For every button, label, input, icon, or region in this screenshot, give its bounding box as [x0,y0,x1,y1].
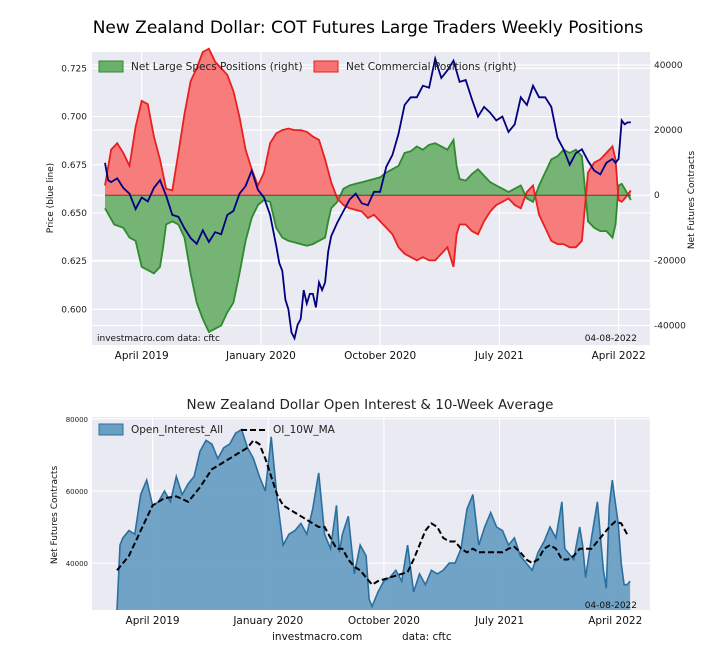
footer-source: data: cftc [402,631,452,643]
legend-swatch-commercial [313,60,339,73]
chart1-title: New Zealand Dollar: COT Futures Large Tr… [93,18,644,38]
chart1-marks [104,47,632,341]
chart1-ytick-label: 0.675 [61,161,87,171]
chart1-ytick-right-label: 40000 [654,61,683,71]
chart2-marks [116,428,631,611]
chart1-ytick-label: 0.725 [61,64,87,74]
legend-swatch-specs [98,60,124,73]
chart2-x-axis: April 2019 January 2020 October 2020 July 2… [126,615,643,627]
chart2-ytick-label: 60000 [66,488,88,496]
legend-label-specs: Net Large Specs Positions (right) [131,61,303,73]
chart1-left-axis: 0.600 0.625 0.650 0.675 0.700 0.725 [61,64,87,315]
chart1-xtick-label: April 2019 [115,350,169,362]
chart1-ytick-label: 0.600 [61,305,87,315]
footer-site: investmacro.com [272,631,362,643]
chart2-xtick-label: January 2020 [232,615,303,627]
chart2-ytick-label: 80000 [66,416,88,424]
specs-line [104,137,632,334]
chart2-xtick-label: April 2022 [588,615,642,627]
commercial-area [105,48,631,267]
chart2-ylabel: Net Futures Contracts [50,466,60,565]
legend-label-oi: Open_Interest_All [131,424,223,436]
legend-label-commercial: Net Commercial Positions (right) [346,61,516,73]
chart2-ytick-label: 40000 [66,560,88,568]
oi-10w-ma-line [116,439,628,587]
chart1-ytick-right-label: 20000 [654,126,683,136]
chart1-ylabel-left: Price (blue line) [46,163,56,233]
chart1-xtick-label: July 2021 [474,350,524,362]
chart1-right-axis: -40000 -20000 0 20000 40000 [654,61,686,331]
chart2-legend: Open_Interest_All OI_10W_MA [98,423,336,436]
chart2-xtick-label: October 2020 [348,615,420,627]
legend-swatch-oi [98,423,124,436]
chart1-ytick-label: 0.625 [61,257,87,267]
open-interest-line [116,428,631,611]
chart1-ytick-right-label: -20000 [654,256,686,266]
legend-label-ma: OI_10W_MA [273,424,336,436]
chart1-legend: Net Large Specs Positions (right) Net Co… [98,60,516,73]
chart1-xtick-label: April 2022 [592,350,646,362]
commercial-line [104,47,632,268]
chart1-ytick-label: 0.700 [61,113,87,123]
chart2-date-stamp: 04-08-2022 [585,601,637,611]
chart1-ylabel-right: Net Futures Contracts [687,151,697,250]
chart2-y-axis: 40000 60000 80000 [66,416,88,568]
chart1-date-stamp: 04-08-2022 [585,334,637,344]
chart2-xtick-label: April 2019 [126,615,180,627]
chart1-x-axis: April 2019 January 2020 October 2020 July 2… [115,350,646,362]
chart2-title: New Zealand Dollar Open Interest & 10-We… [187,397,554,413]
chart1-xtick-label: January 2020 [225,350,296,362]
chart1-ytick-label: 0.650 [61,209,87,219]
open-interest-area [117,429,631,610]
chart1-source-note: investmacro.com data: cftc [97,334,220,344]
chart1-ytick-right-label: -40000 [654,321,686,331]
chart2-xtick-label: July 2021 [474,615,524,627]
chart1-ytick-right-label: 0 [654,191,660,201]
chart1-xtick-label: October 2020 [344,350,416,362]
price-line [104,55,631,341]
